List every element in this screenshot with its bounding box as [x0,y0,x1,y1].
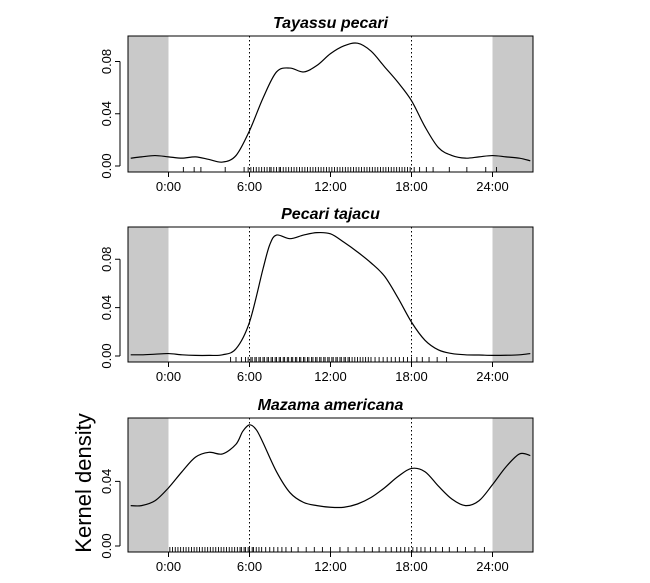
x-tick-label: 24:00 [476,369,509,384]
y-tick-label: 0.04 [99,295,114,320]
x-tick-label: 24:00 [476,179,509,194]
x-tick-label: 12:00 [314,559,347,574]
night-shade-region [492,36,533,172]
x-tick-label: 6:00 [237,369,262,384]
y-tick-label: 0.00 [99,153,114,178]
y-axis-label: Kernel density [71,413,96,552]
plot-frame [127,226,534,363]
x-tick-label: 6:00 [237,179,262,194]
x-tick-label: 0:00 [156,559,181,574]
night-shade-region [128,418,169,552]
x-tick-label: 18:00 [395,179,428,194]
y-tick-label: 0.08 [99,247,114,272]
y-tick-label: 0.08 [99,49,114,74]
panel-title: Mazama americana [258,397,404,414]
panel-title: Pecari tajacu [281,206,380,223]
density-curve [130,42,531,163]
x-tick-label: 12:00 [314,369,347,384]
night-shade-region [128,36,169,172]
x-tick-label: 18:00 [395,369,428,384]
night-shade-region [128,227,169,362]
panels: Tayassu pecari 0:00 6:00 12:00 18:00 24:00 0.0… [99,15,534,574]
panel-title: Tayassu pecari [273,15,389,32]
x-tick-label: 24:00 [476,559,509,574]
night-shade-region [492,418,533,552]
y-tick-label: 0.04 [99,101,114,126]
x-tick-label: 0:00 [156,369,181,384]
x-tick-label: 0:00 [156,179,181,194]
density-panel-2: Pecari tajacu 0:00 6:00 12:00 18:00 24:00 0.00… [99,206,534,384]
night-shade-region [492,227,533,362]
x-tick-label: 6:00 [237,559,262,574]
y-tick-label: 0.04 [99,469,114,494]
density-panel-1: Tayassu pecari 0:00 6:00 12:00 18:00 24:00 0.0… [99,15,534,194]
density-curve [130,231,531,357]
density-curve [130,424,531,509]
x-tick-label: 18:00 [395,559,428,574]
y-tick-label: 0.00 [99,343,114,368]
density-panel-3: Mazama americana 0:00 6:00 12:00 18:00 24:00 0… [99,397,534,574]
x-tick-label: 12:00 [314,179,347,194]
plot-frame [127,35,534,173]
plot-frame [127,417,534,553]
y-tick-label: 0.00 [99,533,114,558]
